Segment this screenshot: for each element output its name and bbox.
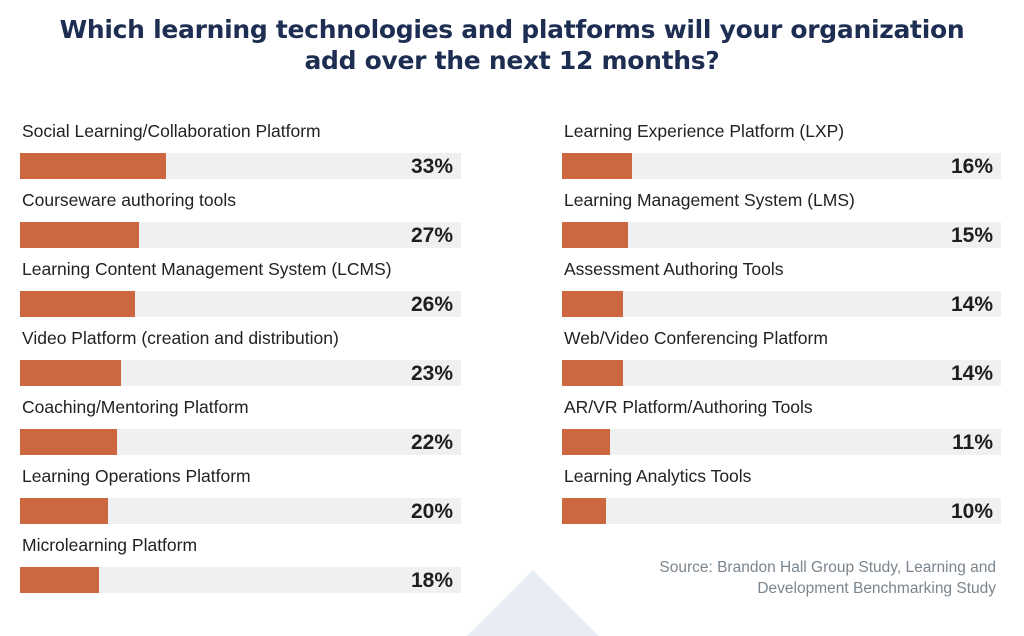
bar-track: 20% [20,498,461,524]
bar-row: Assessment Authoring Tools 14% [562,258,1001,327]
bar-track: 27% [20,222,461,248]
bar-value: 14% [950,293,993,316]
bar-row: Microlearning Platform 18% [20,534,461,603]
bar-track: 10% [562,498,1001,524]
bar-value: 33% [410,155,453,178]
bar-value: 20% [410,500,453,523]
bar-value: 14% [950,362,993,385]
bar-track: 14% [562,360,1001,386]
bar-fill [20,153,166,179]
bar-track: 23% [20,360,461,386]
bar-value: 18% [410,569,453,592]
bar-fill [20,498,109,524]
bar-value: 11% [952,431,993,454]
decorative-triangle [467,570,599,636]
bar-label: Learning Analytics Tools [564,466,752,486]
bar-track: 22% [20,429,461,455]
bar-row: Video Platform (creation and distributio… [20,327,461,396]
bar-value: 10% [950,500,993,523]
right-column: Learning Experience Platform (LXP) 16% Le… [562,120,1001,534]
bar-fill [562,222,628,248]
bar-value: 22% [410,431,453,454]
left-column: Social Learning/Collaboration Platform 33… [20,120,461,603]
bar-row: Learning Operations Platform 20% [20,465,461,534]
bar-row: Learning Content Management System (LCMS… [20,258,461,327]
bar-row: Learning Analytics Tools 10% [562,465,1001,534]
bar-row: Web/Video Conferencing Platform 14% [562,327,1001,396]
bar-label: Coaching/Mentoring Platform [22,397,249,417]
bar-label: AR/VR Platform/Authoring Tools [564,397,813,417]
source-line-2: Development Benchmarking Study [757,580,996,597]
bar-fill [20,291,135,317]
bar-fill [20,222,140,248]
bar-label: Learning Management System (LMS) [564,190,855,210]
bar-value: 16% [950,155,993,178]
bar-row: AR/VR Platform/Authoring Tools 11% [562,396,1001,465]
bar-fill [562,360,624,386]
bar-fill [20,429,118,455]
bar-value: 15% [950,224,993,247]
bar-label: Web/Video Conferencing Platform [564,328,828,348]
bar-label: Learning Operations Platform [22,466,251,486]
bar-track: 11% [562,429,1001,455]
source-line-1: Source: Brandon Hall Group Study, Learni… [659,559,996,576]
bar-label: Learning Experience Platform (LXP) [564,121,845,141]
bar-track: 18% [20,567,461,593]
chart-title-line-2: add over the next 12 months? [304,46,720,75]
bar-track: 14% [562,291,1001,317]
bar-row: Learning Management System (LMS) 15% [562,189,1001,258]
bar-label: Microlearning Platform [22,535,198,555]
bar-fill [562,498,606,524]
bar-track: 15% [562,222,1001,248]
source-note: Source: Brandon Hall Group Study, Learni… [659,557,996,599]
bar-row: Courseware authoring tools 27% [20,189,461,258]
bar-fill [562,291,624,317]
chart-title-line-1: Which learning technologies and platform… [59,15,965,44]
bar-row: Coaching/Mentoring Platform 22% [20,396,461,465]
bar-row: Social Learning/Collaboration Platform 33… [20,120,461,189]
chart-title: Which learning technologies and platform… [0,14,1024,76]
bar-track: 16% [562,153,1001,179]
bar-track: 26% [20,291,461,317]
bar-label: Learning Content Management System (LCMS… [22,259,392,279]
bar-value: 23% [410,362,453,385]
bar-label: Assessment Authoring Tools [564,259,784,279]
bar-fill [562,153,633,179]
bar-row: Learning Experience Platform (LXP) 16% [562,120,1001,189]
bar-label: Video Platform (creation and distributio… [22,328,339,348]
bar-label: Courseware authoring tools [22,190,237,210]
bar-label: Social Learning/Collaboration Platform [22,121,321,141]
bar-fill [20,360,122,386]
bar-fill [20,567,100,593]
bar-track: 33% [20,153,461,179]
bar-value: 27% [410,224,453,247]
bar-fill [562,429,611,455]
bar-value: 26% [410,293,453,316]
